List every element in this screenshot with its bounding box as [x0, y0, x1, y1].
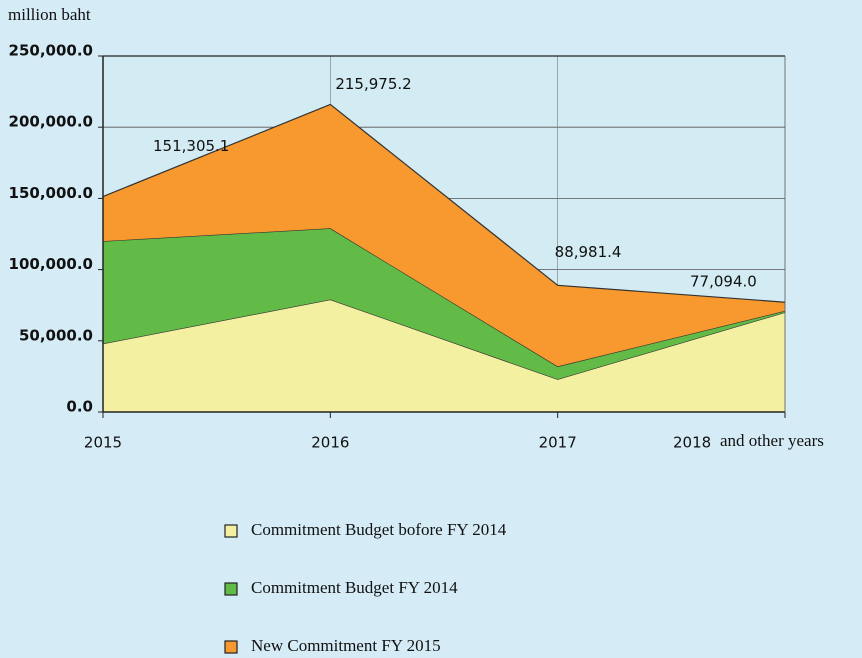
x-tick-label: 2016 — [311, 434, 349, 452]
total-label: 77,094.0 — [690, 273, 757, 291]
area-edge — [102, 227, 786, 368]
legend-label: Commitment Budget FY 2014 — [251, 578, 458, 597]
total-label: 215,975.2 — [335, 75, 411, 93]
x-suffix-label: and other years — [720, 431, 824, 450]
x-tick-label: 2018 — [673, 434, 711, 452]
legend-label: Commitment Budget bofore FY 2014 — [251, 520, 507, 539]
y-tick-label: 100,000.0 — [9, 255, 93, 273]
x-tick-label: 2017 — [539, 434, 577, 452]
legend-swatch — [224, 640, 238, 654]
legend-swatch — [224, 582, 238, 596]
legend-label: New Commitment FY 2015 — [251, 636, 441, 655]
y-tick-label: 250,000.0 — [9, 42, 93, 60]
area-edge — [102, 103, 786, 303]
area — [103, 299, 785, 412]
area — [103, 104, 785, 367]
x-tick-label: 2015 — [84, 434, 122, 452]
y-tick-label: 50,000.0 — [19, 326, 93, 344]
total-label: 151,305.1 — [153, 137, 229, 155]
total-label: 88,981.4 — [555, 243, 622, 261]
y-unit-label: million baht — [8, 5, 91, 24]
y-tick-label: 200,000.0 — [9, 113, 93, 131]
y-tick-label: 0.0 — [66, 398, 93, 416]
area — [103, 228, 785, 380]
y-tick-label: 150,000.0 — [9, 184, 93, 202]
legend-swatch — [224, 524, 238, 538]
